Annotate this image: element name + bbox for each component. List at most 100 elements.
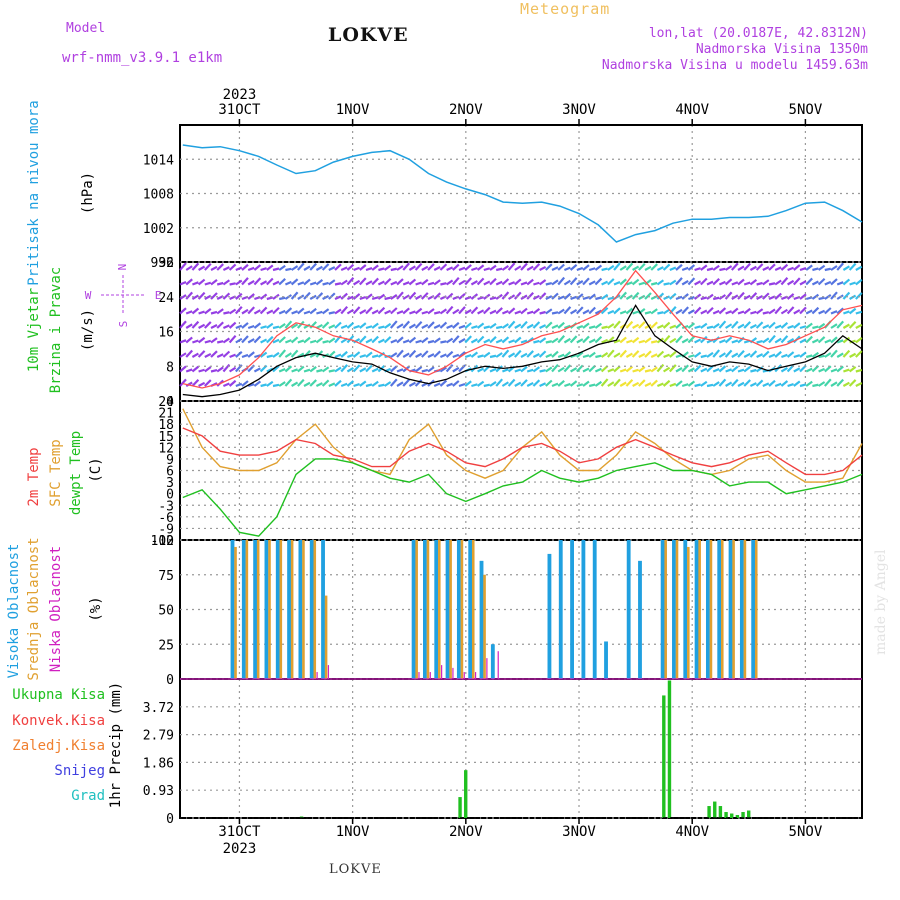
wind-barb bbox=[830, 349, 838, 358]
wind-barb bbox=[780, 321, 789, 329]
wind-barb bbox=[520, 320, 528, 329]
wind-barb bbox=[514, 265, 522, 271]
wind-barb bbox=[433, 292, 441, 300]
wind-barb bbox=[272, 338, 280, 344]
wind-barb bbox=[849, 339, 856, 344]
wind-barb bbox=[724, 336, 733, 344]
wind-barb bbox=[241, 380, 249, 387]
wind-barb bbox=[650, 281, 658, 286]
cloud-high-bar bbox=[422, 540, 427, 679]
wind-barb bbox=[712, 349, 721, 358]
wind-barb bbox=[539, 324, 547, 329]
wind-barb bbox=[272, 351, 280, 358]
wind-barb bbox=[464, 277, 473, 286]
wind-barb bbox=[706, 383, 714, 388]
y-tick-label: 9 bbox=[166, 453, 174, 468]
wind-barb bbox=[694, 267, 701, 272]
wind-barb bbox=[557, 295, 565, 301]
wind-barb bbox=[247, 383, 255, 388]
precip-bar bbox=[662, 695, 666, 818]
wind-barb bbox=[694, 338, 702, 344]
wind-barb bbox=[439, 308, 448, 315]
wind-barb bbox=[477, 367, 485, 373]
wind-barb bbox=[632, 368, 639, 373]
wind-barb bbox=[762, 350, 770, 358]
wind-barb bbox=[458, 279, 466, 286]
wind-barb bbox=[278, 367, 286, 373]
wind-barb bbox=[408, 323, 416, 329]
wind-barb bbox=[830, 310, 838, 315]
precip-bar bbox=[730, 813, 734, 818]
wind-barb bbox=[470, 351, 479, 358]
wind-barb bbox=[520, 379, 528, 387]
wind-barb bbox=[805, 309, 813, 315]
wind-barb bbox=[278, 296, 286, 301]
wind-barb bbox=[365, 364, 373, 373]
wind-barb bbox=[750, 368, 757, 373]
wind-barb bbox=[539, 310, 546, 315]
wind-barb bbox=[489, 354, 497, 359]
wind-barb bbox=[737, 310, 745, 315]
wind-barb bbox=[191, 365, 200, 373]
wind-barb bbox=[501, 278, 510, 286]
wind-barb bbox=[570, 353, 577, 359]
wind-barb bbox=[358, 277, 367, 286]
wind-barb bbox=[830, 323, 838, 329]
wind-barb bbox=[452, 308, 460, 315]
wind-barb bbox=[192, 281, 199, 286]
meteogram-label: Meteogram bbox=[520, 0, 611, 18]
cloud-high-bar bbox=[445, 540, 450, 679]
wind-barb bbox=[662, 334, 671, 344]
wind-barb bbox=[501, 336, 510, 344]
wind-barb bbox=[290, 336, 299, 344]
cloud-high-bar bbox=[751, 540, 756, 679]
wind-barb bbox=[601, 280, 609, 286]
wind-barb bbox=[433, 324, 441, 329]
wind-barb bbox=[805, 380, 813, 387]
cloud-mid-bar bbox=[687, 546, 690, 679]
wind-barb bbox=[334, 321, 342, 329]
wind-barb bbox=[582, 354, 590, 359]
wind-barb bbox=[514, 336, 522, 344]
wind-barb bbox=[693, 351, 702, 358]
wind-barb bbox=[260, 338, 268, 344]
wind-barb bbox=[576, 306, 584, 315]
wind-barb bbox=[817, 322, 826, 329]
wind-barb bbox=[489, 367, 497, 373]
wind-barb bbox=[321, 366, 330, 373]
wind-barb bbox=[290, 278, 299, 286]
wind-barb bbox=[551, 382, 559, 388]
wind-barb bbox=[613, 365, 621, 373]
wind-barb bbox=[272, 280, 280, 286]
wind-barb bbox=[613, 307, 621, 315]
wind-barb bbox=[309, 321, 317, 329]
wind-barb bbox=[321, 379, 330, 387]
wind-barb bbox=[179, 307, 187, 315]
wind-barb bbox=[291, 368, 298, 373]
wind-barb bbox=[570, 308, 578, 315]
sfc-temp-label: SFC Temp bbox=[48, 439, 64, 506]
wind-barb bbox=[712, 296, 720, 301]
wind-barb bbox=[210, 369, 218, 373]
wind-barb bbox=[346, 308, 354, 315]
wind-barb bbox=[334, 282, 342, 286]
wind-barb bbox=[780, 366, 788, 373]
wind-barb bbox=[439, 263, 448, 271]
wind-barb bbox=[309, 339, 317, 344]
wind-barb bbox=[390, 352, 398, 358]
wind-barb bbox=[601, 267, 608, 272]
wind-barb bbox=[830, 278, 838, 286]
wind-barb bbox=[743, 352, 751, 358]
wind-barb bbox=[613, 339, 621, 344]
wind-barb bbox=[638, 379, 646, 387]
wind-barb bbox=[855, 337, 863, 344]
wind-barb bbox=[297, 339, 305, 344]
wind-barb bbox=[445, 305, 454, 315]
wind-barb bbox=[408, 291, 417, 300]
cloud-mid-bar bbox=[721, 540, 724, 679]
wind-barb bbox=[811, 306, 820, 315]
wind-barb bbox=[737, 323, 745, 329]
wind-barb bbox=[855, 368, 863, 373]
wind-barb bbox=[296, 262, 305, 271]
wind-barb bbox=[415, 339, 422, 344]
